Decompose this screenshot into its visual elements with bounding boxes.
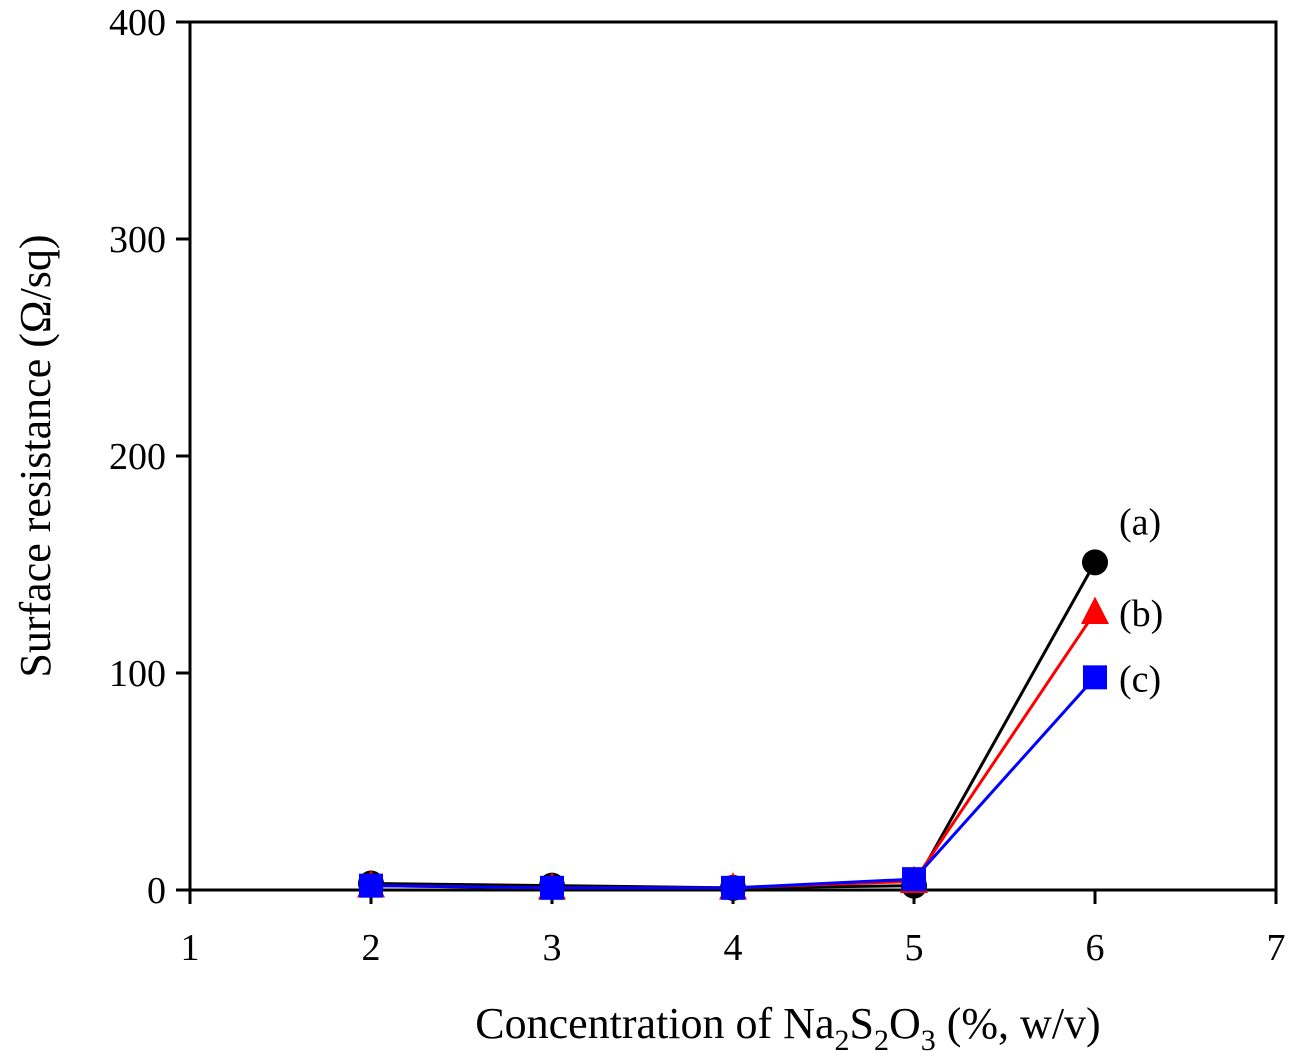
y-tick-label: 300 bbox=[109, 219, 166, 261]
x-axis-title-part: Concentration of Na bbox=[475, 999, 834, 1048]
x-tick-label: 5 bbox=[905, 927, 924, 969]
data-point-triangle bbox=[1081, 596, 1109, 624]
x-axis-title-subscript: 3 bbox=[921, 1024, 936, 1057]
x-axis-title-part: (%, w/v) bbox=[936, 999, 1101, 1048]
series-label: (c) bbox=[1119, 658, 1161, 700]
y-tick-label: 200 bbox=[109, 436, 166, 478]
data-point-square bbox=[359, 873, 383, 898]
x-tick-label: 1 bbox=[181, 927, 200, 969]
x-tick-label: 2 bbox=[362, 927, 381, 969]
x-tick-label: 7 bbox=[1267, 927, 1286, 969]
x-axis-title-subscript: 2 bbox=[834, 1024, 849, 1057]
x-tick-label: 4 bbox=[724, 927, 743, 969]
y-tick-label: 400 bbox=[109, 2, 166, 44]
x-axis-title-part: O bbox=[889, 999, 921, 1048]
y-axis-title: Surface resistance (Ω/sq) bbox=[11, 234, 60, 677]
x-axis-title: Concentration of Na2S2O3 (%, w/v) bbox=[475, 999, 1100, 1057]
x-tick-label: 3 bbox=[543, 927, 562, 969]
x-axis-title-part: S bbox=[849, 999, 873, 1048]
data-point-square bbox=[1083, 665, 1107, 690]
series-line-2 bbox=[370, 676, 1097, 890]
series-line-0 bbox=[370, 561, 1097, 890]
y-tick-label: 100 bbox=[109, 653, 166, 695]
series-line-1 bbox=[370, 611, 1097, 890]
series-label: (a) bbox=[1119, 501, 1161, 543]
axes bbox=[188, 20, 1278, 892]
plot-frame bbox=[188, 20, 1278, 892]
series bbox=[357, 549, 1109, 901]
series-label: (b) bbox=[1119, 593, 1163, 635]
data-point-square bbox=[721, 875, 745, 900]
x-axis-title-subscript: 2 bbox=[874, 1024, 889, 1057]
data-point-circle bbox=[1082, 549, 1108, 576]
data-point-square bbox=[540, 875, 564, 900]
y-tick-label: 0 bbox=[147, 870, 166, 912]
data-point-square bbox=[902, 867, 926, 892]
x-tick-label: 6 bbox=[1086, 927, 1105, 969]
ticks bbox=[176, 20, 1278, 904]
